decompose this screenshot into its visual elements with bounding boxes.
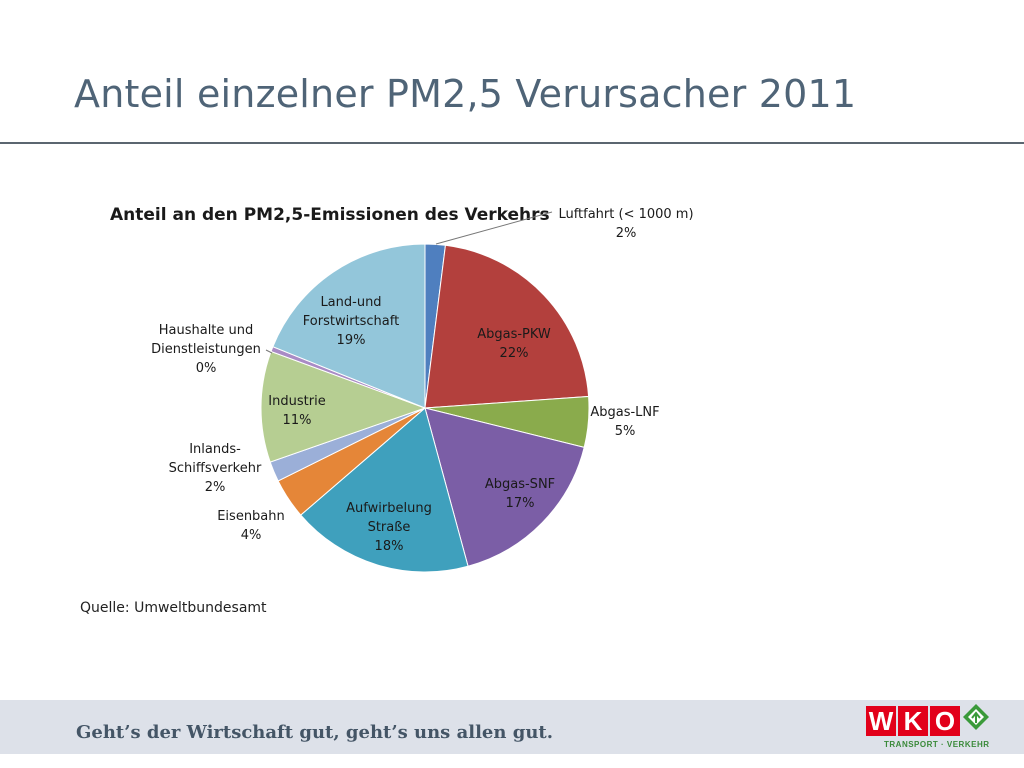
footer-bar: Geht’s der Wirtschaft gut, geht’s uns al… [0,700,1024,754]
logo-letter-k: K [898,706,928,736]
pie-slice-4 [424,407,585,567]
wko-logo-letters: W K O [866,706,962,738]
logo-subtitle: TRANSPORT · VERKEHR [884,740,990,749]
leader-line-9 [265,349,273,354]
pie-label-7: Inlands-Schiffsverkehr 2% [169,442,262,495]
pie-label-9: Haushalte und Dienstleistungen 0% [151,323,261,376]
pie-label-2: Abgas-PKW 22% [477,327,551,361]
pie-slice-10 [272,243,426,409]
title-divider [0,142,1024,144]
pie-label-4: Abgas-SNF 17% [485,477,555,511]
pie-chart: Anteil an den PM2,5-Emissionen des Verke… [0,150,1024,590]
pie-label-8: Industrie 11% [268,394,325,428]
pie-label-6: Eisenbahn 4% [217,509,285,543]
pie-label-1: Luftfahrt (< 1000 m) 2% [558,207,693,241]
pie-chart-svg: Anteil an den PM2,5-Emissionen des Verke… [110,205,694,573]
leader-line-1 [435,211,553,245]
pie-slice-2 [424,244,590,409]
logo-letter-o: O [930,706,960,736]
pie-slice-8 [260,350,427,463]
pie-label-5: Aufwirbelung Straße 18% [346,501,432,554]
transport-emblem-icon [963,704,989,730]
leader-lines [265,211,553,354]
logo-letter-w: W [866,706,896,736]
pie-slices [260,243,590,573]
pie-label-3: Abgas-LNF 5% [590,405,659,439]
pie-label-10: Land-und Forstwirtschaft 19% [303,295,399,348]
pie-slice-5 [300,407,469,573]
wko-logo: W K O TRANSPORT · VERKEHR [866,702,992,752]
chart-title: Anteil an den PM2,5-Emissionen des Verke… [110,205,550,225]
source-note: Quelle: Umweltbundesamt [80,600,267,616]
slide-title: Anteil einzelner PM2,5 Verursacher 2011 [74,72,857,116]
footer-slogan: Geht’s der Wirtschaft gut, geht’s uns al… [76,722,553,743]
pie-labels: Luftfahrt (< 1000 m) 2% Abgas-PKW 22% Abgas-… [151,207,693,554]
